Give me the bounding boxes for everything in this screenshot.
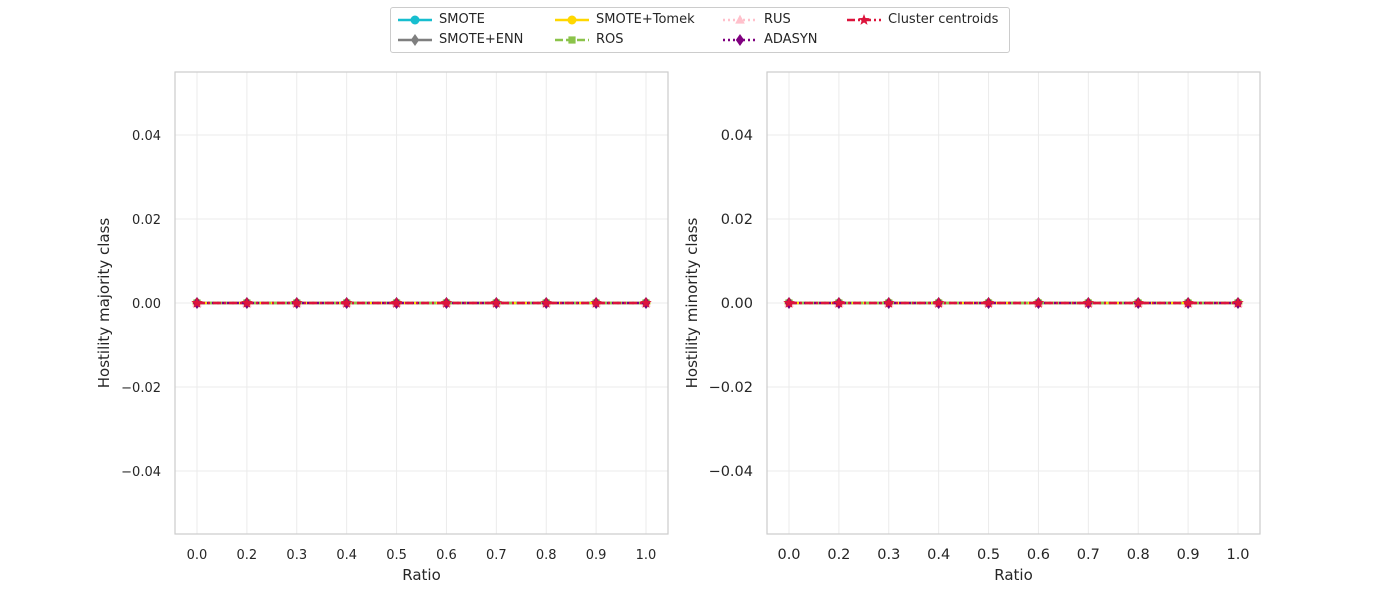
legend-label-smote-enn: SMOTE+ENN bbox=[439, 32, 524, 47]
legend-label-rus: RUS bbox=[764, 12, 791, 27]
y-axis-label: Hostility minority class bbox=[683, 217, 701, 388]
x-tick-label: 0.4 bbox=[927, 547, 950, 563]
y-tick-label: 0.00 bbox=[132, 297, 161, 312]
x-tick-label: 0.9 bbox=[586, 548, 607, 563]
x-tick-label: 0.0 bbox=[187, 548, 208, 563]
legend-swatch-smote-enn bbox=[398, 34, 432, 46]
x-tick-label: 0.6 bbox=[1027, 547, 1050, 563]
data-point-cluster-centroids bbox=[291, 297, 303, 308]
legend-marker-smote-enn bbox=[410, 34, 420, 46]
data-point-cluster-centroids bbox=[783, 297, 795, 308]
legend-marker-adasyn bbox=[735, 34, 745, 46]
x-tick-label: 0.7 bbox=[486, 548, 507, 563]
data-point-cluster-centroids bbox=[932, 297, 945, 308]
x-tick-label: 0.7 bbox=[1077, 547, 1100, 563]
x-tick-label: 0.2 bbox=[237, 548, 258, 563]
x-axis-label: Ratio bbox=[994, 566, 1033, 584]
x-tick-label: 1.0 bbox=[1226, 547, 1249, 563]
data-point-cluster-centroids bbox=[1232, 297, 1244, 308]
y-tick-label: 0.04 bbox=[721, 128, 753, 144]
x-axis-label: Ratio bbox=[402, 566, 441, 584]
series-cluster-centroids bbox=[191, 297, 652, 308]
plot-frame bbox=[174, 71, 669, 535]
data-point-cluster-centroids bbox=[1032, 297, 1045, 308]
data-point-cluster-centroids bbox=[191, 297, 203, 308]
x-tick-label: 0.3 bbox=[286, 548, 307, 563]
x-tick-label: 0.9 bbox=[1177, 547, 1200, 563]
x-tick-label: 0.5 bbox=[386, 548, 407, 563]
data-point-cluster-centroids bbox=[1132, 297, 1144, 308]
legend-marker-rus bbox=[735, 14, 745, 24]
legend-swatch-smote-tomek bbox=[555, 15, 589, 25]
legend-marker-cluster-centroids bbox=[858, 14, 870, 25]
y-tick-label: −0.02 bbox=[121, 381, 161, 396]
legend-label-smote: SMOTE bbox=[439, 12, 485, 27]
x-tick-label: 0.8 bbox=[1127, 547, 1150, 563]
legend-label-adasyn: ADASYN bbox=[764, 32, 818, 47]
x-tick-label: 0.4 bbox=[336, 548, 357, 563]
x-tick-label: 0.5 bbox=[977, 547, 1000, 563]
x-tick-label: 0.6 bbox=[436, 548, 457, 563]
legend-marker-smote-tomek bbox=[567, 15, 577, 25]
data-point-cluster-centroids bbox=[883, 297, 895, 308]
x-tick-label: 0.0 bbox=[777, 547, 800, 563]
data-point-cluster-centroids bbox=[640, 297, 652, 308]
legend-label-ros: ROS bbox=[596, 32, 624, 47]
plot-panel-1: 0.04 0.02 0.00 −0.02 −0.04 0.0 0.2 0.3 0.4 0.5 0.6… bbox=[95, 71, 669, 584]
legend-swatch-adasyn bbox=[723, 34, 757, 46]
legend-marker-ros bbox=[568, 36, 576, 44]
legend-label-smote-tomek: SMOTE+Tomek bbox=[596, 12, 695, 27]
y-tick-label: 0.00 bbox=[721, 296, 753, 312]
x-tick-label: 0.2 bbox=[827, 547, 850, 563]
x-tick-label: 1.0 bbox=[636, 548, 657, 563]
data-point-cluster-centroids bbox=[490, 297, 503, 308]
data-point-cluster-centroids bbox=[833, 297, 845, 308]
y-tick-label: 0.04 bbox=[132, 129, 161, 144]
data-point-cluster-centroids bbox=[540, 297, 552, 308]
series-cluster-centroids bbox=[783, 297, 1244, 308]
y-axis-label: Hostility majority class bbox=[95, 218, 113, 389]
y-tick-label: −0.04 bbox=[709, 464, 753, 480]
legend-label-cluster-centroids: Cluster centroids bbox=[888, 12, 999, 27]
legend: SMOTE SMOTE+ENN SMOTE+Tomek ROS RUS ADAS… bbox=[390, 7, 1010, 53]
data-point-cluster-centroids bbox=[1082, 297, 1095, 308]
legend-marker-smote bbox=[410, 15, 420, 25]
y-tick-label: −0.04 bbox=[121, 465, 161, 480]
legend-swatch-smote bbox=[398, 15, 432, 25]
x-tick-label: 0.3 bbox=[877, 547, 900, 563]
legend-swatch-ros bbox=[555, 36, 589, 44]
legend-swatch-cluster-centroids bbox=[847, 14, 881, 25]
legend-swatch-rus bbox=[723, 14, 757, 24]
data-point-cluster-centroids bbox=[440, 297, 453, 308]
data-point-cluster-centroids bbox=[390, 297, 403, 308]
data-point-cluster-centroids bbox=[1182, 297, 1194, 308]
data-point-cluster-centroids bbox=[590, 297, 602, 308]
y-tick-label: −0.02 bbox=[709, 380, 753, 396]
y-tick-label: 0.02 bbox=[721, 212, 753, 228]
plot-frame bbox=[766, 71, 1261, 535]
data-point-cluster-centroids bbox=[241, 297, 253, 308]
data-point-cluster-centroids bbox=[340, 297, 353, 308]
plot-panel-2: 0.04 0.02 0.00 −0.02 −0.04 0.0 0.2 0.3 0.4 0.5 0.6… bbox=[683, 71, 1261, 584]
x-tick-label: 0.8 bbox=[536, 548, 557, 563]
y-tick-label: 0.02 bbox=[132, 213, 161, 228]
data-point-cluster-centroids bbox=[982, 297, 995, 308]
